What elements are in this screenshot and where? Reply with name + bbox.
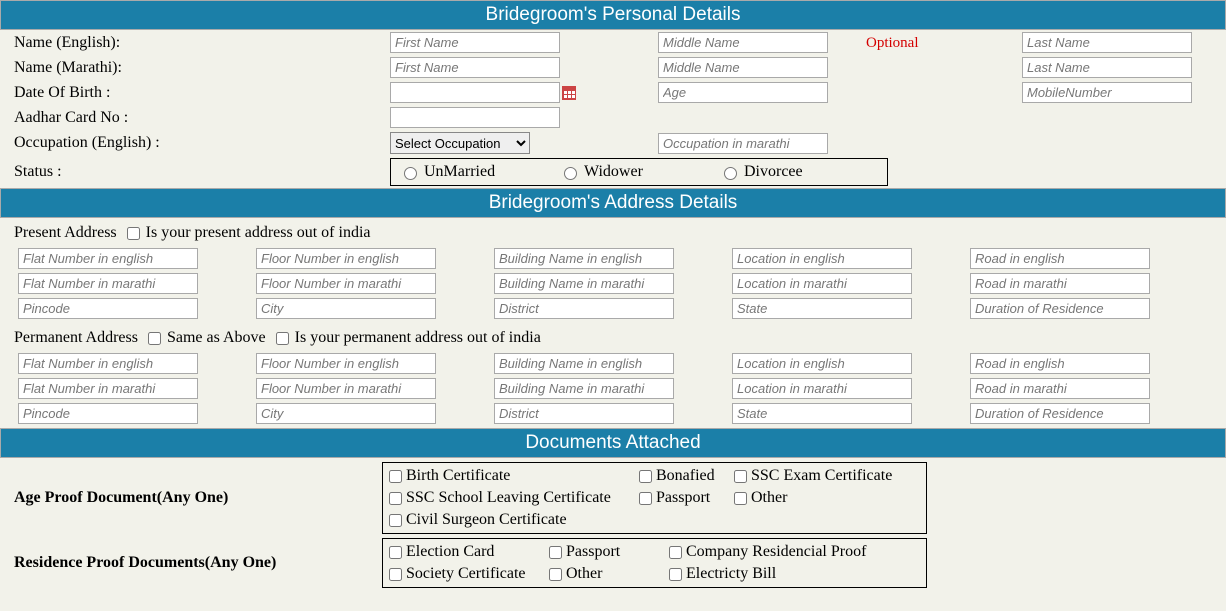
input-pres-duration[interactable] xyxy=(970,298,1150,319)
label-same-as-above: Same as Above xyxy=(163,329,266,346)
radio-widower[interactable] xyxy=(564,167,577,180)
checkbox-present-out-india[interactable] xyxy=(127,227,140,240)
permanent-address-line: Permanent Address Same as Above Is your … xyxy=(0,323,1226,349)
present-address-line: Present Address Is your present address … xyxy=(0,218,1226,244)
radio-unmarried-label: UnMarried xyxy=(424,163,495,181)
label-name-mr: Name (Marathi): xyxy=(14,59,382,77)
input-pres-state[interactable] xyxy=(732,298,912,319)
residence-proof-box: Election Card Passport Company Residenci… xyxy=(382,538,927,588)
input-perm-city[interactable] xyxy=(256,403,436,424)
present-address-grid xyxy=(0,244,1226,323)
input-age[interactable] xyxy=(658,82,828,103)
calendar-icon[interactable] xyxy=(562,86,576,100)
input-perm-road-en[interactable] xyxy=(970,353,1150,374)
input-dob[interactable] xyxy=(390,82,560,103)
chk-ssc-exam[interactable] xyxy=(734,470,747,483)
input-perm-road-mr[interactable] xyxy=(970,378,1150,399)
input-perm-loc-en[interactable] xyxy=(732,353,912,374)
label-dob: Date Of Birth : xyxy=(14,84,382,102)
input-perm-bldg-mr[interactable] xyxy=(494,378,674,399)
chk-bonafied[interactable] xyxy=(639,470,652,483)
input-pres-bldg-mr[interactable] xyxy=(494,273,674,294)
input-pres-road-en[interactable] xyxy=(970,248,1150,269)
input-pres-pincode[interactable] xyxy=(18,298,198,319)
radio-divorcee-label: Divorcee xyxy=(744,163,803,181)
checkbox-same-as-above[interactable] xyxy=(148,332,161,345)
row-name-english: Name (English): Optional xyxy=(0,30,1226,55)
input-perm-bldg-en[interactable] xyxy=(494,353,674,374)
row-name-marathi: Name (Marathi): xyxy=(0,55,1226,80)
input-perm-pincode[interactable] xyxy=(18,403,198,424)
chk-passport-res[interactable] xyxy=(549,546,562,559)
input-pres-flat-en[interactable] xyxy=(18,248,198,269)
age-proof-row: Age Proof Document(Any One) Birth Certif… xyxy=(0,458,1226,534)
residence-proof-row: Residence Proof Documents(Any One) Elect… xyxy=(0,534,1226,588)
row-status: Status : UnMarried Widower Divorcee xyxy=(0,156,1226,188)
section-documents-header: Documents Attached xyxy=(0,428,1226,458)
label-present-out: Is your present address out of india xyxy=(142,224,371,241)
label-status: Status : xyxy=(14,163,382,181)
chk-birth-cert[interactable] xyxy=(389,470,402,483)
label-age-proof: Age Proof Document(Any One) xyxy=(14,489,382,507)
input-perm-duration[interactable] xyxy=(970,403,1150,424)
status-box: UnMarried Widower Divorcee xyxy=(390,158,888,186)
input-pres-loc-en[interactable] xyxy=(732,248,912,269)
input-middle-name-mr[interactable] xyxy=(658,57,828,78)
age-proof-box: Birth Certificate Bonafied SSC Exam Cert… xyxy=(382,462,927,534)
input-first-name-en[interactable] xyxy=(390,32,560,53)
input-perm-state[interactable] xyxy=(732,403,912,424)
label-occupation: Occupation (English) : xyxy=(14,134,382,152)
row-dob: Date Of Birth : xyxy=(0,80,1226,105)
chk-election[interactable] xyxy=(389,546,402,559)
checkbox-perm-out-india[interactable] xyxy=(276,332,289,345)
input-perm-loc-mr[interactable] xyxy=(732,378,912,399)
input-perm-flat-mr[interactable] xyxy=(18,378,198,399)
radio-divorcee[interactable] xyxy=(724,167,737,180)
input-last-name-mr[interactable] xyxy=(1022,57,1192,78)
input-pres-floor-mr[interactable] xyxy=(256,273,436,294)
chk-other-age[interactable] xyxy=(734,492,747,505)
input-pres-road-mr[interactable] xyxy=(970,273,1150,294)
select-occupation[interactable]: Select Occupation xyxy=(390,132,530,154)
input-occupation-mr[interactable] xyxy=(658,133,828,154)
optional-label: Optional xyxy=(866,35,919,51)
input-pres-district[interactable] xyxy=(494,298,674,319)
row-aadhar: Aadhar Card No : xyxy=(0,105,1226,130)
input-pres-floor-en[interactable] xyxy=(256,248,436,269)
row-occupation: Occupation (English) : Select Occupation xyxy=(0,130,1226,156)
radio-unmarried[interactable] xyxy=(404,167,417,180)
label-perm-out: Is your permanent address out of india xyxy=(291,329,541,346)
chk-other-res[interactable] xyxy=(549,568,562,581)
input-perm-floor-mr[interactable] xyxy=(256,378,436,399)
input-pres-loc-mr[interactable] xyxy=(732,273,912,294)
chk-company[interactable] xyxy=(669,546,682,559)
label-name-en: Name (English): xyxy=(14,34,382,52)
input-pres-city[interactable] xyxy=(256,298,436,319)
chk-ssc-leaving[interactable] xyxy=(389,492,402,505)
input-perm-flat-en[interactable] xyxy=(18,353,198,374)
chk-passport-age[interactable] xyxy=(639,492,652,505)
chk-society[interactable] xyxy=(389,568,402,581)
section-address-header: Bridegroom's Address Details xyxy=(0,188,1226,218)
input-middle-name-en[interactable] xyxy=(658,32,828,53)
input-perm-floor-en[interactable] xyxy=(256,353,436,374)
input-first-name-mr[interactable] xyxy=(390,57,560,78)
input-aadhar[interactable] xyxy=(390,107,560,128)
section-personal-header: Bridegroom's Personal Details xyxy=(0,0,1226,30)
chk-civil-surgeon[interactable] xyxy=(389,514,402,527)
chk-electricity[interactable] xyxy=(669,568,682,581)
label-permanent-address: Permanent Address xyxy=(14,329,138,346)
label-present-address: Present Address xyxy=(14,224,117,241)
radio-widower-label: Widower xyxy=(584,163,643,181)
input-last-name-en[interactable] xyxy=(1022,32,1192,53)
label-aadhar: Aadhar Card No : xyxy=(14,109,382,127)
input-perm-district[interactable] xyxy=(494,403,674,424)
permanent-address-grid xyxy=(0,349,1226,428)
input-mobile[interactable] xyxy=(1022,82,1192,103)
input-pres-bldg-en[interactable] xyxy=(494,248,674,269)
input-pres-flat-mr[interactable] xyxy=(18,273,198,294)
label-residence-proof: Residence Proof Documents(Any One) xyxy=(14,554,382,572)
